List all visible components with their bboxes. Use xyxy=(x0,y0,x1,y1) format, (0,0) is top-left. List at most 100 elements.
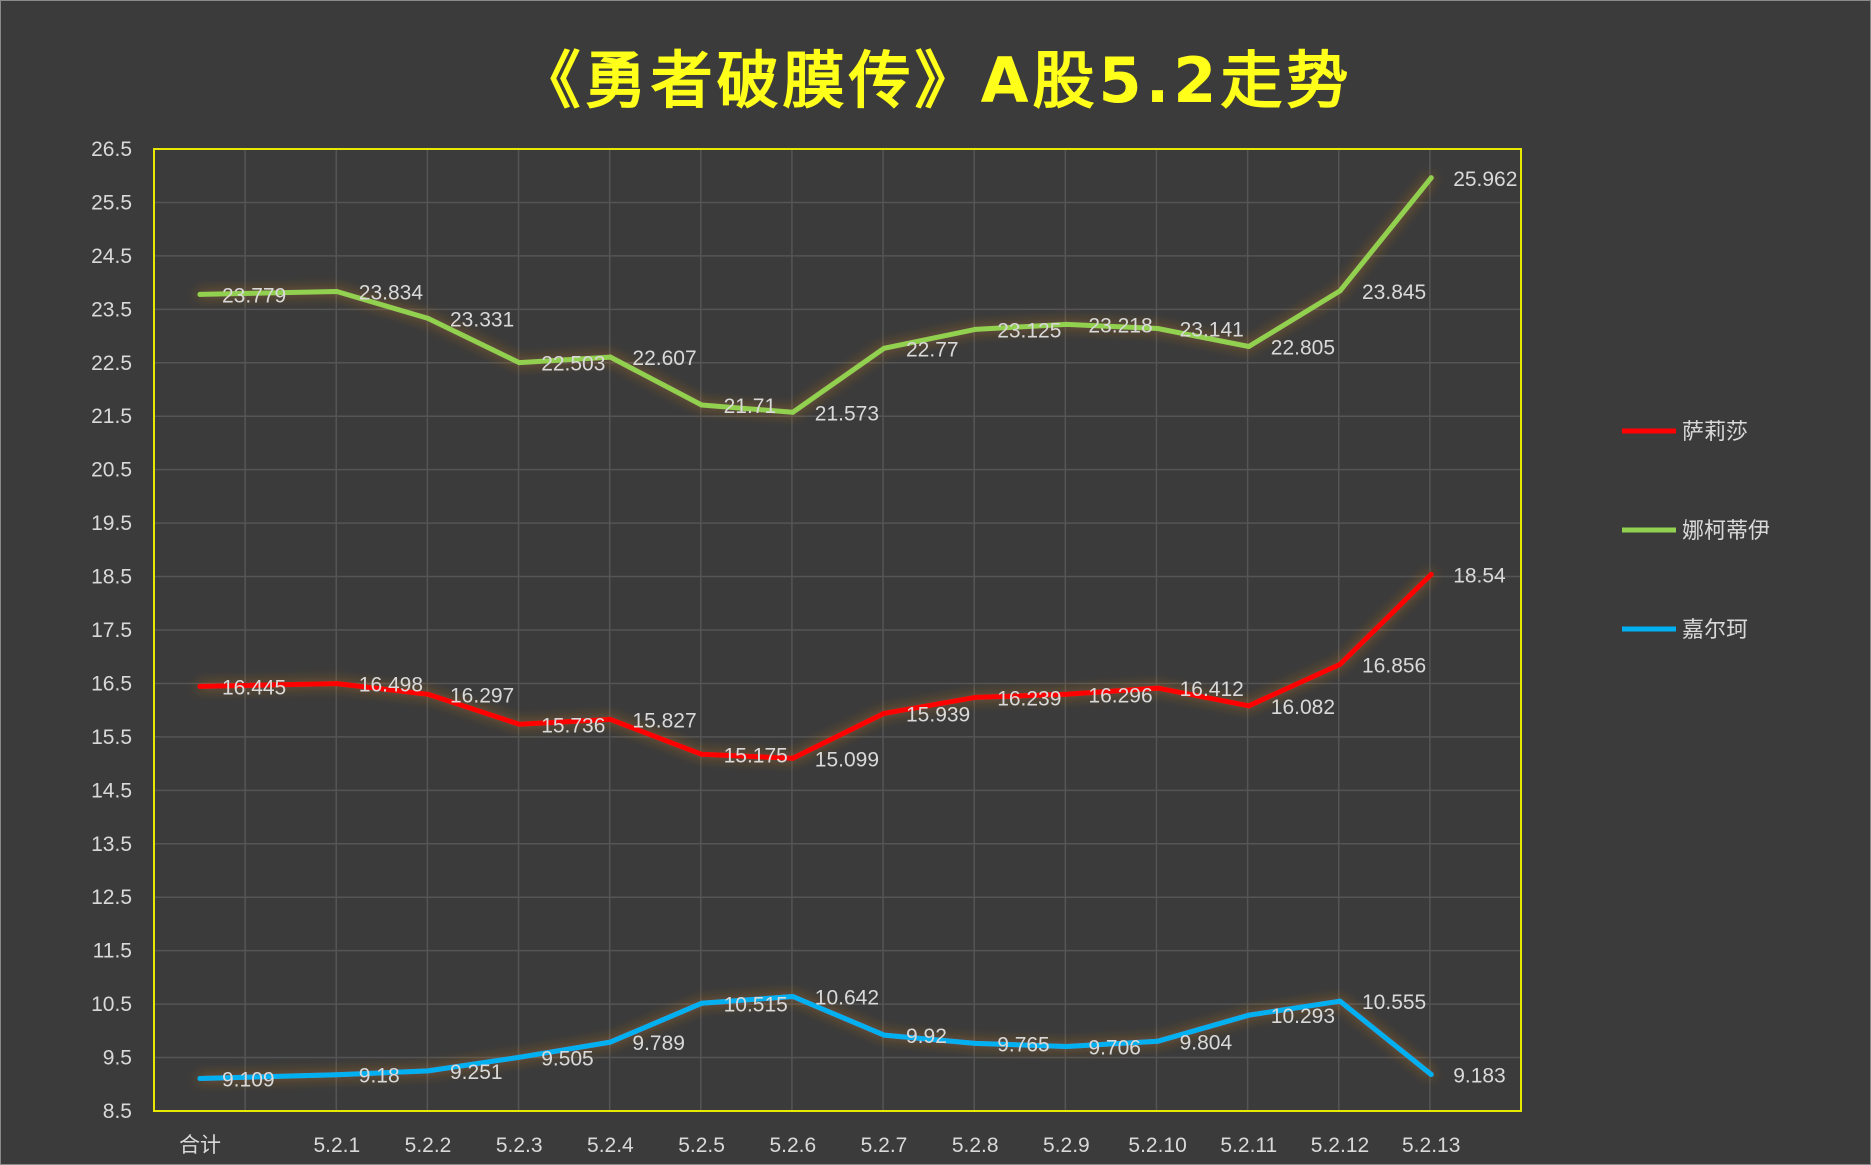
data-label: 22.607 xyxy=(632,347,696,370)
data-point xyxy=(334,1072,340,1078)
x-tick-label: 5.2.3 xyxy=(496,1134,543,1157)
x-tick-label: 5.2.1 xyxy=(313,1134,360,1157)
y-tick-label: 23.5 xyxy=(91,298,132,321)
x-axis: 合计 5.2.1 5.2.2 5.2.3 5.2.4 5.2.5 5.2.6 5.2.7 5.2… xyxy=(179,1134,1460,1157)
x-tick-label: 5.2.2 xyxy=(405,1134,452,1157)
chart-title: 《勇者破膜传》A股5.2走势 xyxy=(518,44,1353,117)
data-label: 9.18 xyxy=(359,1065,400,1088)
data-point xyxy=(197,291,203,297)
data-point xyxy=(699,402,705,408)
legend-label: 嘉尔珂 xyxy=(1682,618,1748,643)
data-label: 15.827 xyxy=(632,709,696,732)
data-point xyxy=(516,1054,522,1060)
x-tick-label: 5.2.5 xyxy=(678,1134,725,1157)
data-point xyxy=(1155,685,1161,691)
data-label: 15.736 xyxy=(541,714,605,737)
y-tick-label: 26.5 xyxy=(91,138,132,161)
y-tick-label: 16.5 xyxy=(91,672,132,695)
y-tick-label: 15.5 xyxy=(91,726,132,749)
data-label: 16.445 xyxy=(222,676,286,699)
data-label: 22.77 xyxy=(906,338,959,361)
x-tick-label: 5.2.11 xyxy=(1220,1134,1277,1157)
data-point xyxy=(1155,1038,1161,1044)
series-line-0 xyxy=(197,571,1434,761)
x-tick-label: 5.2.4 xyxy=(587,1134,634,1157)
data-label: 16.239 xyxy=(997,687,1061,710)
x-tick-label: 5.2.9 xyxy=(1043,1134,1090,1157)
data-point xyxy=(790,755,796,761)
data-label: 23.834 xyxy=(359,281,424,304)
data-label: 16.412 xyxy=(1180,678,1244,701)
series-line-2 xyxy=(197,994,1434,1081)
y-axis: 8.5 9.5 10.5 11.5 12.5 13.5 14.5 15.5 16.5 17.5 18… xyxy=(91,138,132,1123)
y-tick-label: 14.5 xyxy=(91,779,132,802)
data-point xyxy=(790,409,796,415)
data-point xyxy=(516,721,522,727)
data-point xyxy=(607,716,613,722)
data-label: 9.92 xyxy=(906,1025,947,1048)
data-label: 22.805 xyxy=(1271,336,1335,359)
data-point xyxy=(1246,1012,1252,1018)
data-point xyxy=(1063,1044,1069,1050)
data-label: 16.296 xyxy=(1088,684,1152,707)
data-label: 15.939 xyxy=(906,703,970,726)
data-label: 21.71 xyxy=(724,395,777,418)
data-label: 10.555 xyxy=(1362,991,1426,1014)
data-point xyxy=(1246,343,1252,349)
data-point xyxy=(1337,998,1343,1004)
data-point xyxy=(425,1068,431,1074)
y-tick-label: 18.5 xyxy=(91,566,132,589)
data-point xyxy=(881,345,887,351)
y-tick-label: 22.5 xyxy=(91,352,132,375)
data-label: 10.293 xyxy=(1271,1005,1335,1028)
x-tick-label: 5.2.13 xyxy=(1402,1134,1460,1157)
data-point xyxy=(1155,326,1161,332)
data-point xyxy=(972,326,978,332)
data-label: 15.099 xyxy=(815,748,879,771)
data-label: 23.125 xyxy=(997,319,1061,342)
legend-label: 娜柯蒂伊 xyxy=(1682,519,1770,544)
data-point xyxy=(607,354,613,360)
y-tick-label: 9.5 xyxy=(103,1047,132,1070)
x-tick-label: 5.2.10 xyxy=(1128,1134,1186,1157)
data-label: 16.297 xyxy=(450,684,514,707)
data-label: 16.498 xyxy=(359,674,423,697)
y-tick-label: 11.5 xyxy=(93,940,132,963)
data-label: 23.218 xyxy=(1088,314,1152,337)
y-tick-label: 25.5 xyxy=(91,191,132,214)
data-label: 23.845 xyxy=(1362,281,1426,304)
data-point xyxy=(790,994,796,1000)
grid-lines xyxy=(154,148,1521,1112)
data-label: 9.765 xyxy=(997,1033,1050,1056)
data-point xyxy=(1428,175,1434,181)
data-point xyxy=(881,710,887,716)
data-label: 15.175 xyxy=(724,744,788,767)
data-point xyxy=(1428,1071,1434,1077)
x-tick-label: 5.2.7 xyxy=(861,1134,908,1157)
data-label: 10.642 xyxy=(815,987,879,1010)
data-point xyxy=(425,691,431,697)
y-tick-label: 12.5 xyxy=(91,886,132,909)
y-tick-label: 19.5 xyxy=(91,512,132,535)
data-point xyxy=(197,1075,203,1081)
data-label: 9.789 xyxy=(632,1032,685,1055)
data-labels: 16.445 16.498 16.297 15.736 15.827 15.175 15.0… xyxy=(222,168,1517,1092)
x-tick-label: 5.2.6 xyxy=(769,1134,816,1157)
x-tick-label: 5.2.8 xyxy=(952,1134,999,1157)
data-point xyxy=(1337,288,1343,294)
data-point xyxy=(516,360,522,366)
data-point xyxy=(1428,571,1434,577)
y-tick-label: 10.5 xyxy=(91,993,132,1016)
y-tick-label: 17.5 xyxy=(91,619,132,642)
data-point xyxy=(425,315,431,321)
data-label: 9.804 xyxy=(1180,1031,1233,1054)
y-tick-label: 8.5 xyxy=(103,1100,132,1123)
data-label: 9.251 xyxy=(450,1061,503,1084)
data-label: 21.573 xyxy=(815,402,879,425)
series-line-1 xyxy=(197,175,1434,415)
data-point xyxy=(1246,703,1252,709)
data-point xyxy=(972,1040,978,1046)
data-point xyxy=(334,681,340,687)
data-label: 16.082 xyxy=(1271,696,1335,719)
